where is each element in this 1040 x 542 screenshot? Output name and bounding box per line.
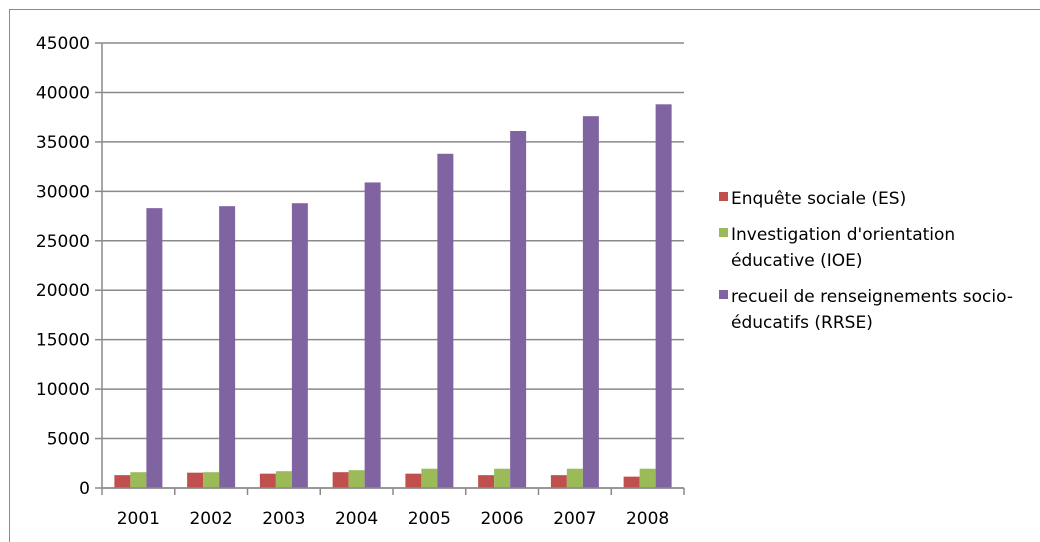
bar-rrse-2001 xyxy=(146,208,163,488)
x-tick-label: 2002 xyxy=(189,509,232,529)
bar-ioe-2003 xyxy=(275,471,292,488)
x-tick-label: 2003 xyxy=(262,509,305,529)
y-tick-label: 45000 xyxy=(36,34,90,54)
bar-ioe-2008 xyxy=(639,468,656,488)
y-tick-label: 10000 xyxy=(36,380,90,400)
bar-ioe-2006 xyxy=(494,468,511,488)
bar-ioe-2005 xyxy=(421,468,438,488)
x-tick-label: 2005 xyxy=(408,509,451,529)
legend-swatch-ioe xyxy=(719,228,728,237)
legend-item-es: Enquête sociale (ES) xyxy=(719,186,1029,212)
legend: Enquête sociale (ES) Investigation d'ori… xyxy=(719,186,1029,346)
bar-es-2002 xyxy=(187,472,204,488)
bar-es-2001 xyxy=(114,475,131,488)
legend-label-rrse: recueil de renseignements socio-éducatif… xyxy=(731,287,1013,333)
bars xyxy=(114,104,672,489)
bar-ioe-2004 xyxy=(348,470,365,488)
bar-es-2008 xyxy=(623,476,640,488)
bar-es-2007 xyxy=(550,475,567,488)
legend-item-rrse: recueil de renseignements socio-éducatif… xyxy=(719,284,1029,336)
bar-ioe-2001 xyxy=(130,472,147,488)
y-tick-label: 35000 xyxy=(36,133,90,153)
y-axis-ticks: 0 5000 10000 15000 20000 25000 30000 35000 40000… xyxy=(36,34,90,499)
legend-swatch-rrse xyxy=(719,290,728,299)
bar-es-2004 xyxy=(332,472,349,488)
y-tick-label: 15000 xyxy=(36,331,90,351)
bar-rrse-2005 xyxy=(437,153,454,488)
y-tick-label: 30000 xyxy=(36,182,90,202)
bar-es-2005 xyxy=(405,473,422,488)
legend-swatch-es xyxy=(719,192,728,201)
x-tick-label: 2008 xyxy=(626,509,669,529)
bar-rrse-2004 xyxy=(364,182,381,488)
y-tick-label: 40000 xyxy=(36,83,90,103)
bar-ioe-2002 xyxy=(203,472,220,488)
legend-label-ioe: Investigation d'orientation éducative (I… xyxy=(731,225,956,271)
bar-es-2003 xyxy=(259,473,276,488)
x-tick-label: 2004 xyxy=(335,509,378,529)
x-axis xyxy=(101,43,685,495)
x-tick-label: 2001 xyxy=(117,509,160,529)
chart-frame xyxy=(9,9,1040,542)
legend-label-es: Enquête sociale (ES) xyxy=(731,189,907,209)
y-tick-label: 5000 xyxy=(47,430,90,450)
bar-rrse-2007 xyxy=(582,116,599,488)
y-tick-label: 0 xyxy=(79,479,90,499)
bar-rrse-2002 xyxy=(219,206,236,488)
bar-ioe-2007 xyxy=(566,468,583,488)
y-tick-label: 25000 xyxy=(36,232,90,252)
legend-item-ioe: Investigation d'orientation éducative (I… xyxy=(719,222,1029,274)
bar-rrse-2008 xyxy=(655,104,672,489)
y-tick-label: 20000 xyxy=(36,281,90,301)
bar-es-2006 xyxy=(478,475,495,488)
x-tick-label: 2006 xyxy=(480,509,523,529)
x-tick-label: 2007 xyxy=(553,509,596,529)
bar-rrse-2003 xyxy=(291,203,308,488)
x-axis-ticks: 2001 2002 2003 2004 2005 2006 2007 2008 xyxy=(117,509,670,529)
bar-rrse-2006 xyxy=(510,131,527,488)
